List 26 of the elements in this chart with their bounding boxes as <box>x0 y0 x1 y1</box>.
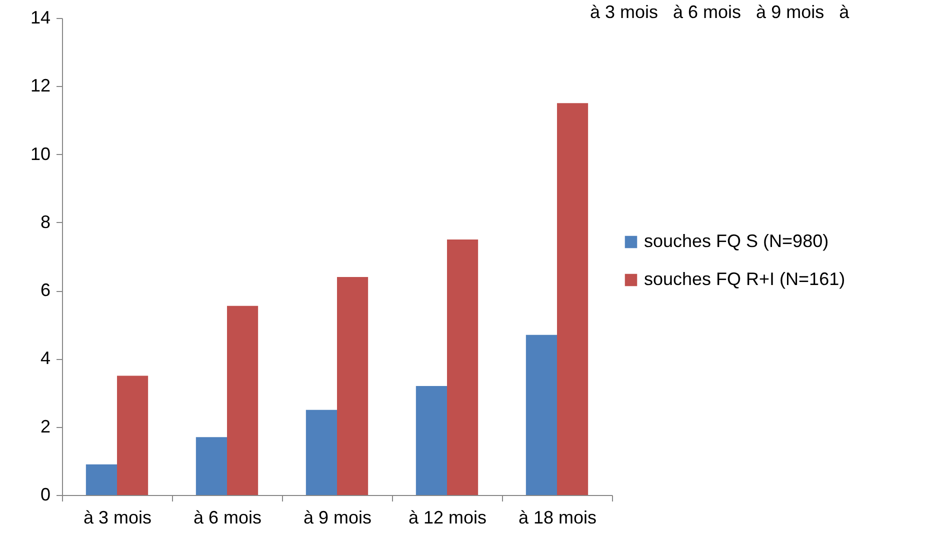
annotation: à 3 mois à 6 mois à 9 mois à <box>590 2 850 23</box>
y-tick-label: 8 <box>40 212 50 232</box>
x-tick-label: à 18 mois <box>518 508 597 528</box>
bar <box>227 306 258 495</box>
y-tick-label: 0 <box>40 484 50 504</box>
y-tick-label: 4 <box>40 348 50 368</box>
bar <box>196 437 227 495</box>
y-tick-label: 6 <box>40 280 50 300</box>
y-tick-label: 14 <box>30 8 50 28</box>
y-tick-label: 2 <box>40 416 50 436</box>
legend-label: souches FQ S (N=980) <box>644 231 829 251</box>
x-tick-label: à 12 mois <box>408 508 487 528</box>
bar <box>557 103 588 495</box>
y-tick-label: 12 <box>30 76 50 96</box>
x-tick-label: à 3 mois <box>83 508 152 528</box>
legend-label: souches FQ R+I (N=161) <box>644 269 846 289</box>
bar <box>526 334 557 495</box>
y-tick-label: 10 <box>30 144 50 164</box>
bar <box>306 410 337 495</box>
bar <box>416 386 447 495</box>
x-tick-label: à 6 mois <box>193 508 262 528</box>
bar <box>86 464 117 495</box>
bar <box>117 376 148 495</box>
bar <box>337 276 368 495</box>
bar <box>447 239 478 495</box>
x-tick-label: à 9 mois <box>303 508 372 528</box>
